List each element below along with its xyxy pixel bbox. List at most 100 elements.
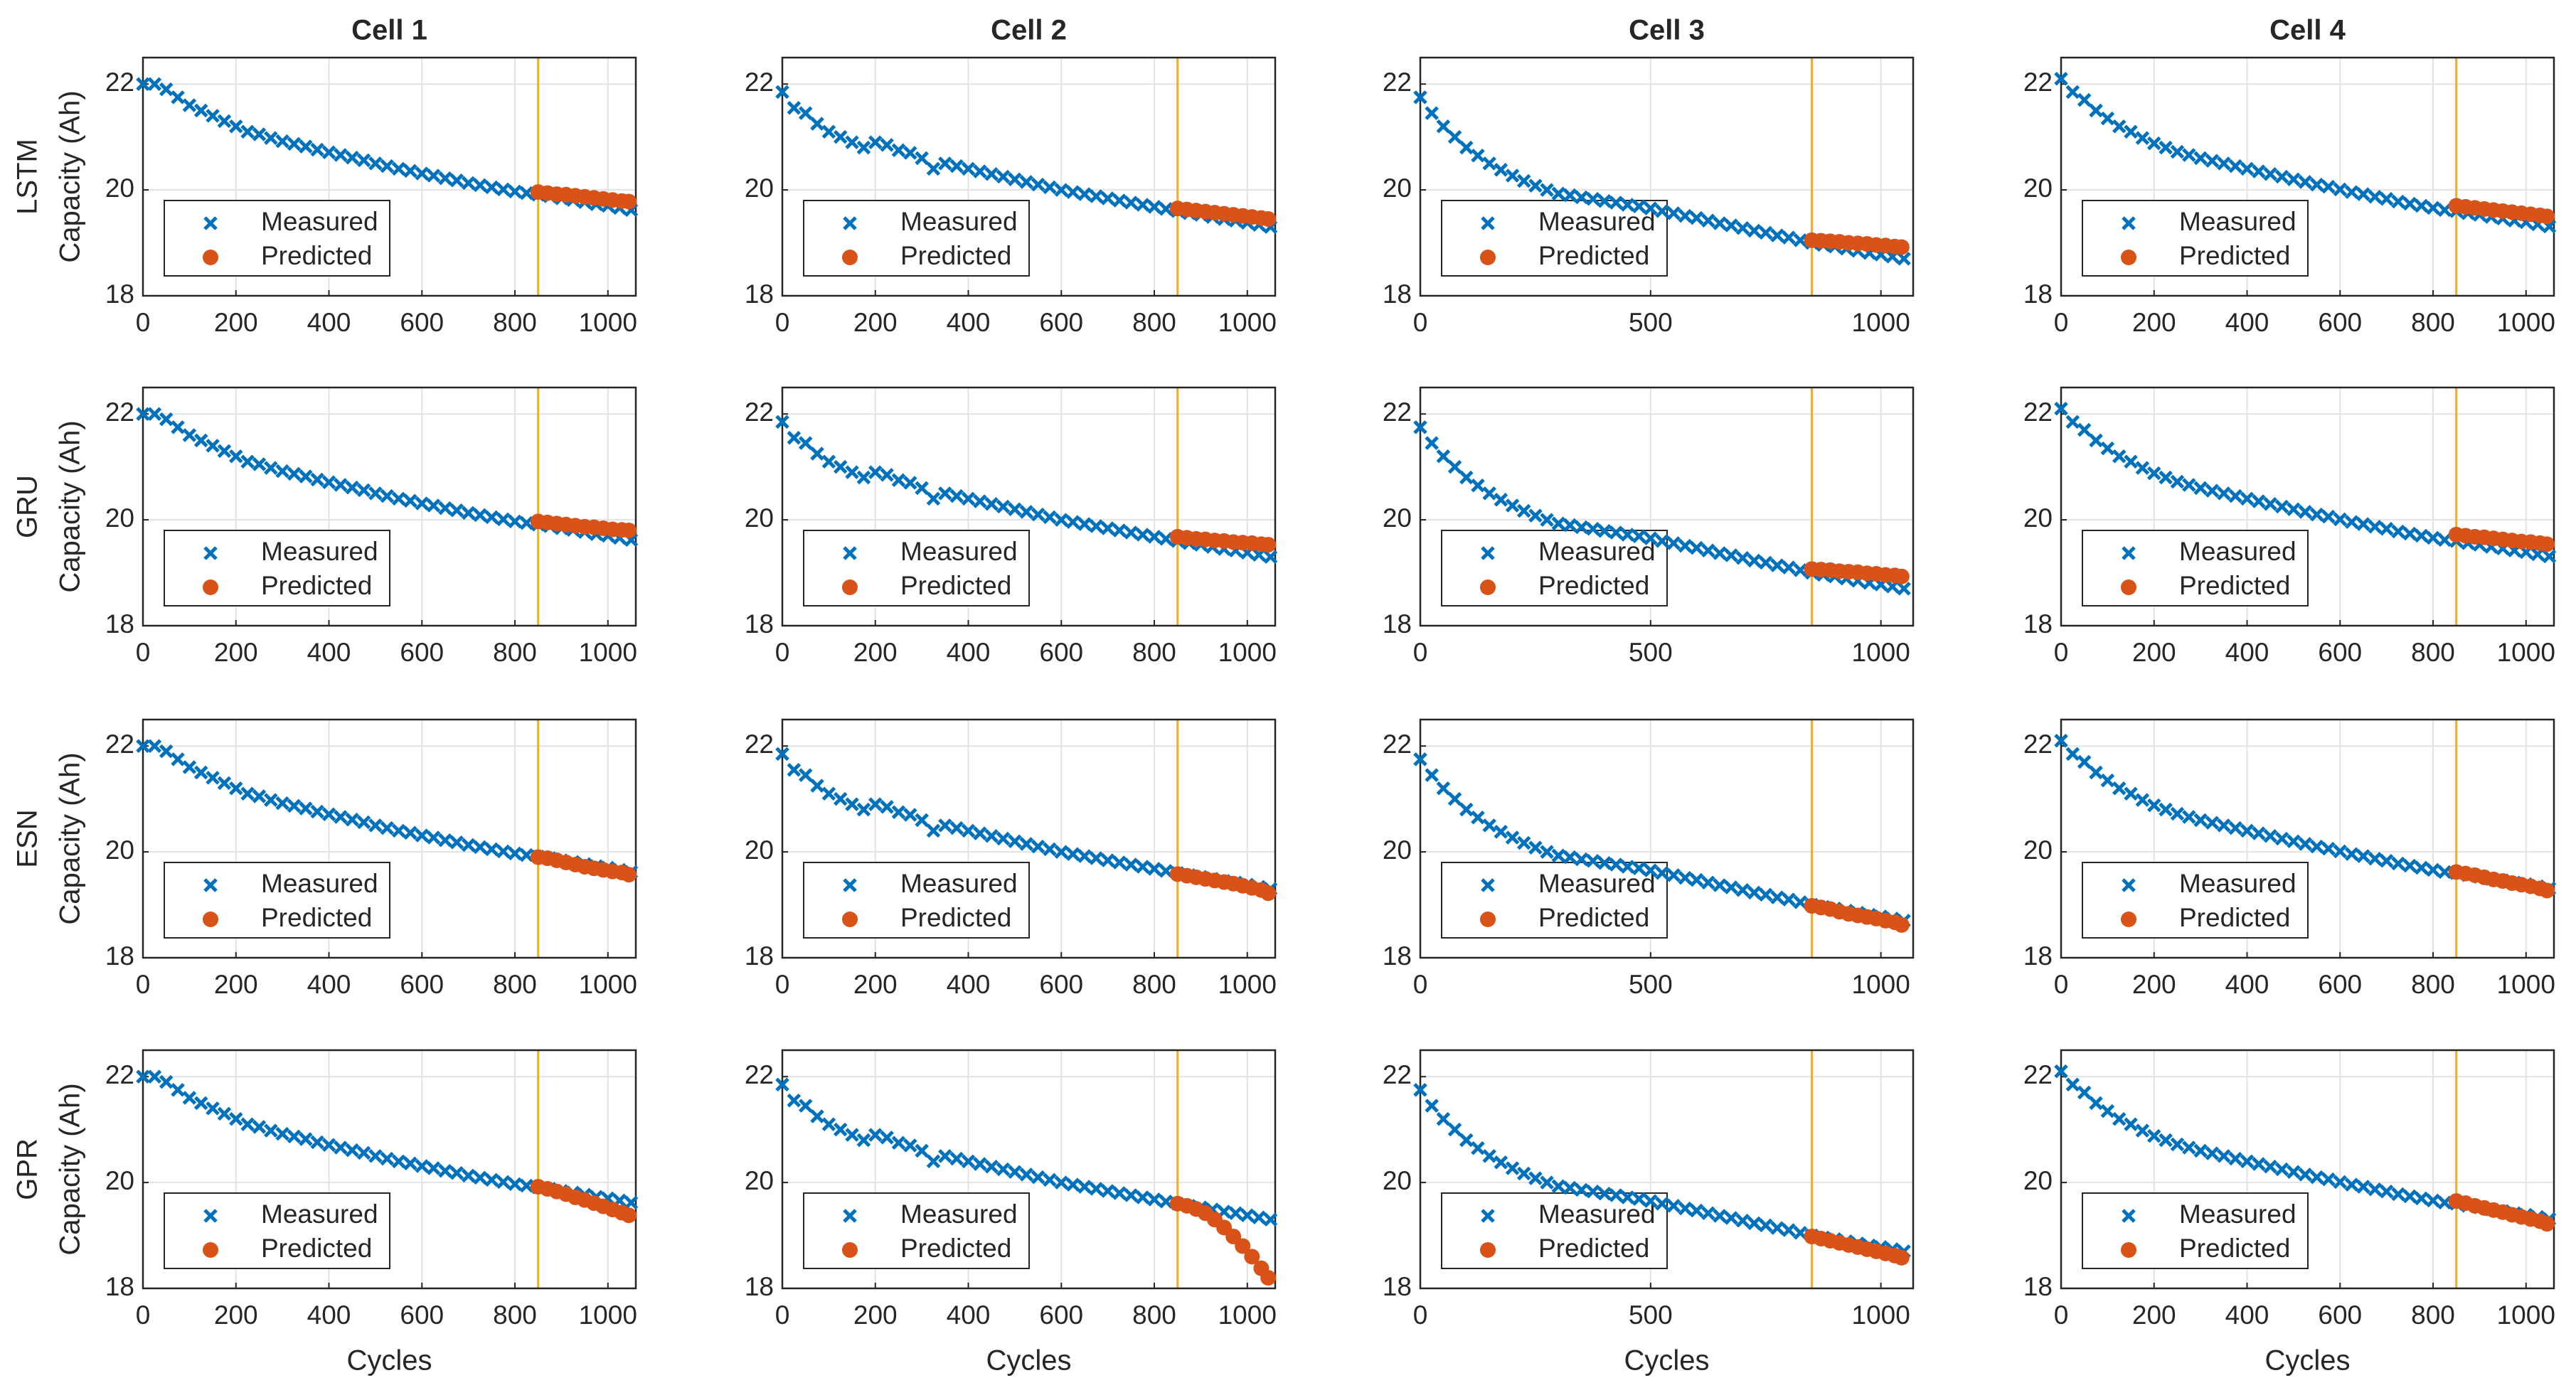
data-point: [415, 828, 430, 843]
data-point: [508, 184, 522, 199]
legend-box: [1441, 1192, 1668, 1269]
data-point: [1551, 848, 1566, 863]
x-tick-label: 800: [1132, 308, 1176, 337]
data-point: [2309, 1170, 2324, 1185]
panel: 0 200 400 600 800 1000 18 20 22 Measured Predicted…: [12, 386, 637, 667]
x-tick-label: 800: [2411, 1300, 2455, 1330]
data-point: [845, 797, 859, 811]
y-tick-label: 22: [2023, 68, 2053, 97]
data-point: [1574, 520, 1589, 535]
data-point: [624, 1195, 639, 1210]
data-point: [915, 813, 929, 828]
legend-marker: [1480, 579, 1496, 595]
data-point: [136, 407, 150, 421]
data-point: [1112, 193, 1127, 208]
data-point: [159, 1074, 174, 1089]
data-point: [1678, 208, 1693, 223]
data-point: [2135, 131, 2150, 145]
data-point: [798, 106, 813, 120]
data-point: [833, 459, 848, 474]
data-point: [380, 1151, 394, 1166]
data-point: [621, 1207, 637, 1224]
data-point: [1893, 1249, 1910, 1266]
data-point: [1008, 1165, 1022, 1179]
y-tick-label: 18: [1383, 941, 1412, 971]
data-point: [1551, 1179, 1566, 1194]
data-point: [2333, 844, 2348, 859]
data-point: [2193, 481, 2208, 496]
data-point: [2065, 1077, 2080, 1092]
data-point: [2539, 1216, 2555, 1232]
data-point: [1124, 857, 1139, 872]
data-point: [1031, 839, 1045, 854]
data-point: [1159, 532, 1173, 546]
data-point: [961, 491, 976, 506]
data-point: [2437, 865, 2452, 880]
panel: 0 500 1000 18 20 22 Measured Predicted: [1383, 718, 1915, 999]
data-point: [1019, 1167, 1033, 1182]
data-point: [903, 476, 917, 490]
data-point: [2124, 786, 2138, 801]
data-point: [926, 823, 941, 838]
data-point: [2054, 1064, 2068, 1079]
data-point: [264, 793, 278, 807]
data-point: [1077, 849, 1092, 863]
y-tick-label: 22: [2023, 1060, 2053, 1089]
data-point: [1563, 850, 1577, 865]
data-point: [321, 475, 336, 490]
data-point: [1586, 521, 1600, 536]
data-point: [1516, 835, 1531, 850]
data-point: [1159, 1195, 1173, 1209]
data-point: [171, 420, 185, 434]
data-point: [1425, 1099, 1439, 1113]
data-point: [2287, 1165, 2301, 1179]
data-point: [2205, 1146, 2220, 1160]
data-point: [938, 156, 952, 171]
data-point: [996, 169, 1011, 184]
data-point: [2146, 136, 2161, 151]
data-point: [171, 90, 185, 105]
data-point: [926, 1154, 941, 1169]
x-tick-label: 600: [1039, 308, 1083, 337]
data-point: [2426, 530, 2440, 545]
data-point: [621, 193, 637, 210]
x-tick-label: 0: [1413, 308, 1428, 337]
y-tick-label: 20: [2023, 1166, 2053, 1195]
data-point: [1713, 546, 1727, 560]
data-point: [2391, 856, 2405, 871]
data-point: [1459, 802, 1474, 817]
data-point: [1077, 1180, 1092, 1194]
y-tick-label: 20: [1383, 1166, 1412, 1195]
data-point: [449, 835, 464, 850]
legend-label: Predicted: [2179, 1234, 2290, 1263]
data-point: [1100, 1184, 1115, 1198]
data-point: [2240, 1154, 2255, 1169]
data-point: [880, 800, 894, 814]
data-point: [2112, 119, 2127, 134]
data-point: [2414, 860, 2429, 875]
data-point: [1540, 1175, 1554, 1190]
legend-label: Predicted: [1538, 571, 1649, 600]
data-point: [334, 148, 348, 162]
data-point: [2252, 164, 2266, 178]
legend-marker: [1480, 1242, 1496, 1258]
data-point: [415, 166, 430, 181]
data-point: [473, 840, 487, 855]
data-point: [1019, 175, 1033, 189]
x-tick-label: 200: [214, 1300, 258, 1330]
x-tick-label: 0: [775, 970, 790, 999]
data-point: [1574, 190, 1589, 205]
data-point: [380, 821, 394, 835]
data-point: [2391, 194, 2405, 209]
data-point: [1260, 885, 1277, 902]
x-tick-label: 1000: [1218, 970, 1277, 999]
data-point: [1425, 106, 1439, 120]
data-point: [1065, 1177, 1080, 1192]
x-tick-label: 200: [853, 308, 898, 337]
x-tick-label: 600: [400, 308, 444, 337]
legend-label: Predicted: [1538, 241, 1649, 270]
data-point: [1008, 834, 1022, 848]
legend-label: Predicted: [261, 1234, 372, 1263]
data-point: [2252, 826, 2266, 840]
